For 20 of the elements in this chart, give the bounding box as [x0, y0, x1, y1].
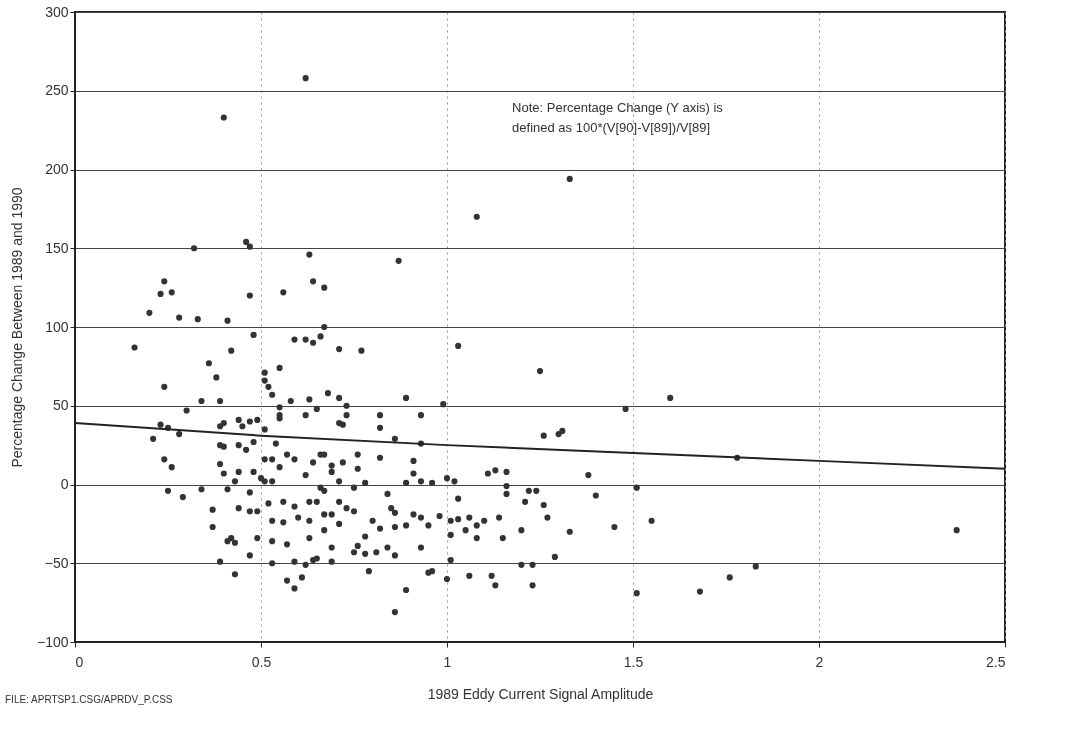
y-tick-label: 150: [45, 239, 69, 256]
y-tick-label: 100: [45, 318, 69, 335]
annotation: Note: Percentage Change (Y axis) is: [512, 100, 724, 115]
x-tick-label: 1.5: [623, 653, 644, 670]
annotation: defined as 100*(V[90]-V[89])/V[89]: [512, 120, 711, 135]
x-tick-label: 2: [815, 653, 824, 670]
y-tick-label: 200: [45, 161, 69, 177]
y-tick-label: 50: [52, 397, 69, 414]
y-tick-label: 0: [60, 476, 69, 492]
y-axis-title: Percentage Change Between 1989 and 1990: [8, 187, 25, 468]
text: FILE: APRTSP1.CSG/APRDV_P.CSS: [5, 694, 173, 705]
x-tick-label: 0.5: [251, 653, 272, 670]
x-tick-label: 0: [75, 653, 84, 670]
y-tick-label: −100: [36, 633, 69, 650]
y-tick-label: −50: [44, 554, 69, 571]
y-tick-label: 250: [45, 82, 69, 99]
x-tick-label: 2.5: [986, 653, 1006, 670]
x-axis-title: 1989 Eddy Current Signal Amplitude: [427, 685, 654, 702]
x-tick-label: 1: [443, 653, 452, 670]
y-tick-label: 300: [45, 3, 69, 20]
